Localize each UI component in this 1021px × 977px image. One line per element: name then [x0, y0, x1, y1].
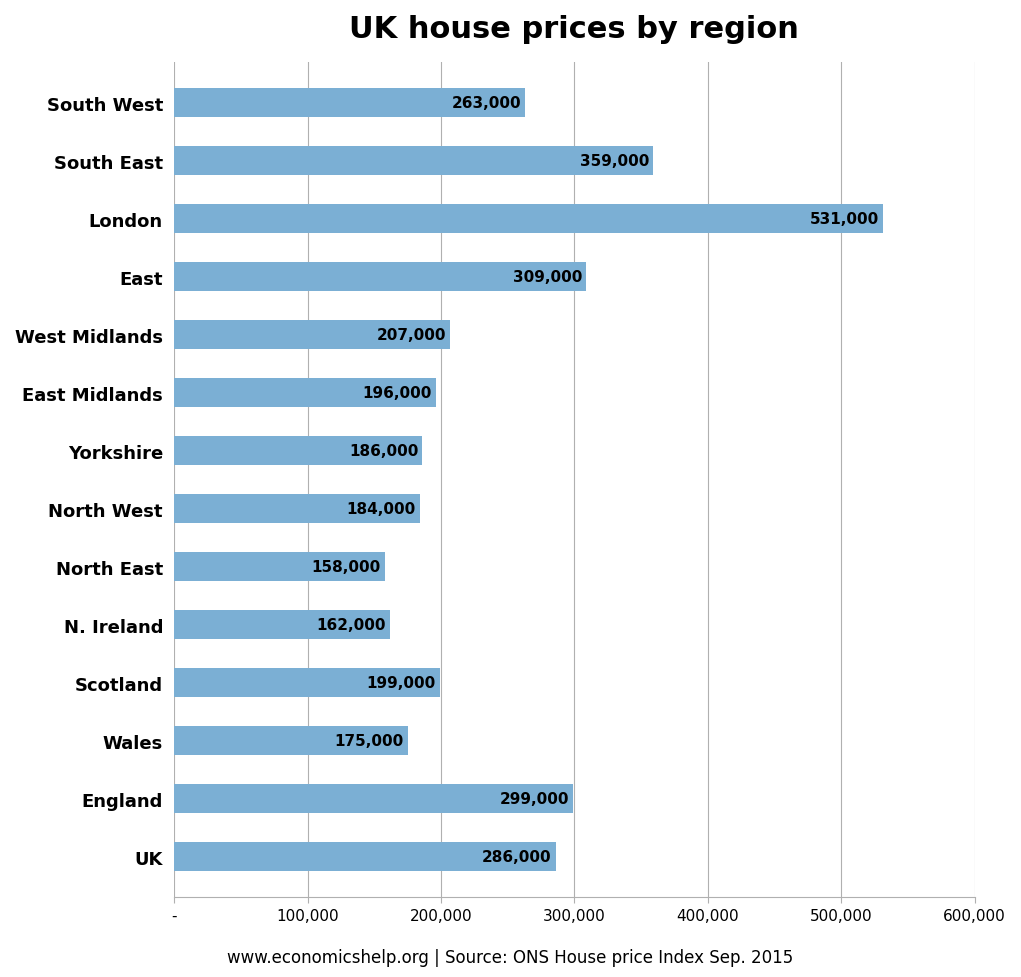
Text: 186,000: 186,000	[349, 444, 419, 459]
Bar	[175, 147, 653, 176]
Bar	[175, 611, 390, 640]
Text: 184,000: 184,000	[346, 502, 416, 517]
Bar	[175, 785, 573, 814]
Bar	[175, 379, 436, 407]
Text: 199,000: 199,000	[367, 676, 436, 691]
Text: 263,000: 263,000	[451, 96, 521, 111]
Text: 359,000: 359,000	[580, 154, 649, 169]
Bar	[175, 668, 440, 698]
Text: www.economicshelp.org | Source: ONS House price Index Sep. 2015: www.economicshelp.org | Source: ONS Hous…	[228, 949, 793, 966]
Text: 207,000: 207,000	[377, 328, 446, 343]
Title: UK house prices by region: UK house prices by region	[349, 15, 799, 44]
Text: 175,000: 175,000	[334, 734, 403, 748]
Text: 286,000: 286,000	[482, 849, 551, 865]
Bar	[175, 494, 420, 524]
Text: 309,000: 309,000	[513, 270, 582, 285]
Text: 158,000: 158,000	[311, 560, 381, 574]
Text: 162,000: 162,000	[317, 617, 386, 633]
Bar	[175, 205, 882, 234]
Text: 299,000: 299,000	[499, 791, 569, 806]
Bar	[175, 89, 525, 118]
Bar	[175, 437, 423, 466]
Bar	[175, 320, 450, 350]
Text: 196,000: 196,000	[362, 386, 432, 401]
Bar	[175, 553, 385, 581]
Text: 531,000: 531,000	[810, 212, 878, 227]
Bar	[175, 727, 407, 755]
Bar	[175, 263, 586, 292]
Bar	[175, 842, 555, 871]
